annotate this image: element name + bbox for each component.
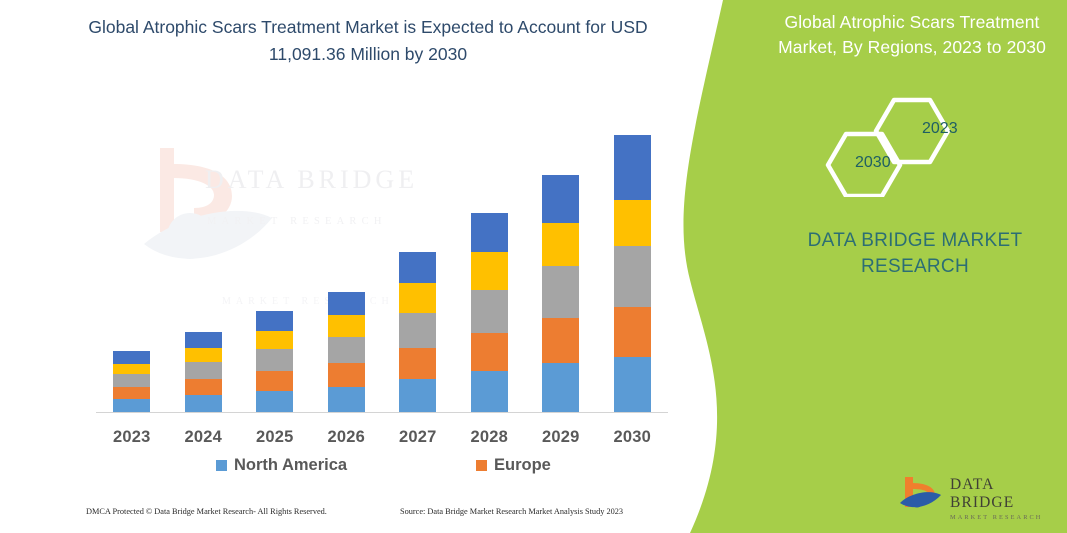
bar-segment (113, 399, 151, 412)
bar-segment (184, 348, 222, 362)
hexagon-label-start: 2023 (922, 120, 958, 137)
bar-segment (613, 200, 651, 246)
bar-segment (399, 348, 437, 379)
bar-segment (327, 315, 365, 337)
x-axis-labels: 2023 2024 2025 2026 2027 2028 2029 2030 (96, 428, 668, 454)
legend-item[interactable]: Europe (476, 456, 551, 475)
bar-segment (542, 318, 580, 363)
bar-segment (470, 252, 508, 290)
bar-segment (256, 349, 294, 371)
bar-segment (113, 351, 151, 364)
watermark-line-1: DATA BRIDGE (205, 165, 419, 194)
bar-segment (542, 363, 580, 412)
bar-segment (256, 391, 294, 412)
legend-swatch-icon (476, 460, 487, 471)
bar-segment (256, 371, 294, 391)
bar-column-2029 (542, 175, 580, 412)
legend-label: Europe (494, 456, 551, 474)
bar-segment (399, 252, 437, 283)
bar-segment (542, 223, 580, 266)
watermark-line-3: MARKET RESEARCH (222, 296, 394, 307)
footer-source: Source: Data Bridge Market Research Mark… (400, 507, 624, 516)
bar-segment (613, 135, 651, 200)
logo-title: DATA BRIDGE (950, 476, 1015, 511)
x-axis-label-2026: 2026 (327, 428, 365, 446)
logo-subtitle: MARKET RESEARCH (950, 514, 1043, 521)
x-axis-label-2023: 2023 (112, 428, 151, 446)
hexagon-2023-shape (873, 97, 951, 165)
bar-segment (184, 332, 222, 348)
footer-copyright: DMCA Protected © Data Bridge Market Rese… (86, 507, 327, 516)
x-axis-label-2029: 2029 (541, 428, 580, 446)
legend-swatch-icon (216, 460, 227, 471)
bar-segment (399, 379, 437, 412)
bar-segment (470, 213, 508, 252)
bar-segment (256, 311, 294, 331)
bar-segment (113, 364, 151, 374)
x-axis-line (96, 412, 668, 413)
data-bridge-logo: DATA BRIDGE MARKET RESEARCH (896, 473, 1056, 521)
bar-segment (470, 333, 508, 371)
x-axis-label-2024: 2024 (184, 428, 222, 446)
legend-item[interactable]: North America (216, 456, 347, 475)
bar-segment (184, 395, 222, 412)
panel-brand-text: DATA BRIDGE MARKET RESEARCH (807, 230, 1023, 277)
bar-segment (327, 292, 365, 315)
bar-column-2027 (399, 252, 437, 412)
bar-segment (399, 313, 437, 348)
x-axis-label-2030: 2030 (613, 428, 651, 446)
bar-segment (542, 266, 580, 318)
logo-text: DATA BRIDGE MARKET RESEARCH (950, 476, 1060, 521)
bar-segment (470, 371, 508, 412)
bar-column-2023 (113, 351, 151, 412)
bar-chart-plot-area (96, 120, 668, 412)
bar-column-2024 (184, 332, 222, 412)
bar-column-2026 (327, 292, 365, 412)
bar-segment (399, 283, 437, 313)
legend-label: North America (234, 456, 348, 474)
bar-column-2028 (470, 213, 508, 412)
page-title: Global Atrophic Scars Treatment Market i… (88, 17, 648, 64)
bar-segment (470, 290, 508, 333)
bar-column-2025 (256, 311, 294, 412)
x-axis-label-2027: 2027 (398, 428, 437, 446)
bar-segment (184, 379, 222, 395)
x-axis-label-2028: 2028 (470, 428, 508, 446)
bar-segment (613, 357, 651, 412)
bar-segment (613, 307, 651, 357)
bar-segment (327, 363, 365, 387)
bar-segment (327, 387, 365, 412)
bar-segment (327, 337, 365, 363)
bar-segment (113, 387, 151, 399)
logo-mark-icon (896, 473, 944, 517)
bar-column-2030 (613, 135, 651, 412)
bar-segment (184, 362, 222, 379)
bar-segment (542, 175, 580, 223)
bar-segment (613, 246, 651, 307)
bar-segment (256, 331, 294, 349)
hexagon-badges: 2023 2030 (820, 92, 1000, 199)
x-axis-label-2025: 2025 (255, 428, 294, 446)
bar-segment (113, 374, 151, 387)
hexagon-2030-shape (825, 131, 903, 199)
panel-title: Global Atrophic Scars Treatment Market, … (778, 12, 1046, 57)
hexagon-label-end: 2030 (855, 154, 891, 171)
chart-legend: North America Europe (96, 456, 668, 482)
watermark-line-2: MARKET RESEARCH (207, 216, 387, 227)
